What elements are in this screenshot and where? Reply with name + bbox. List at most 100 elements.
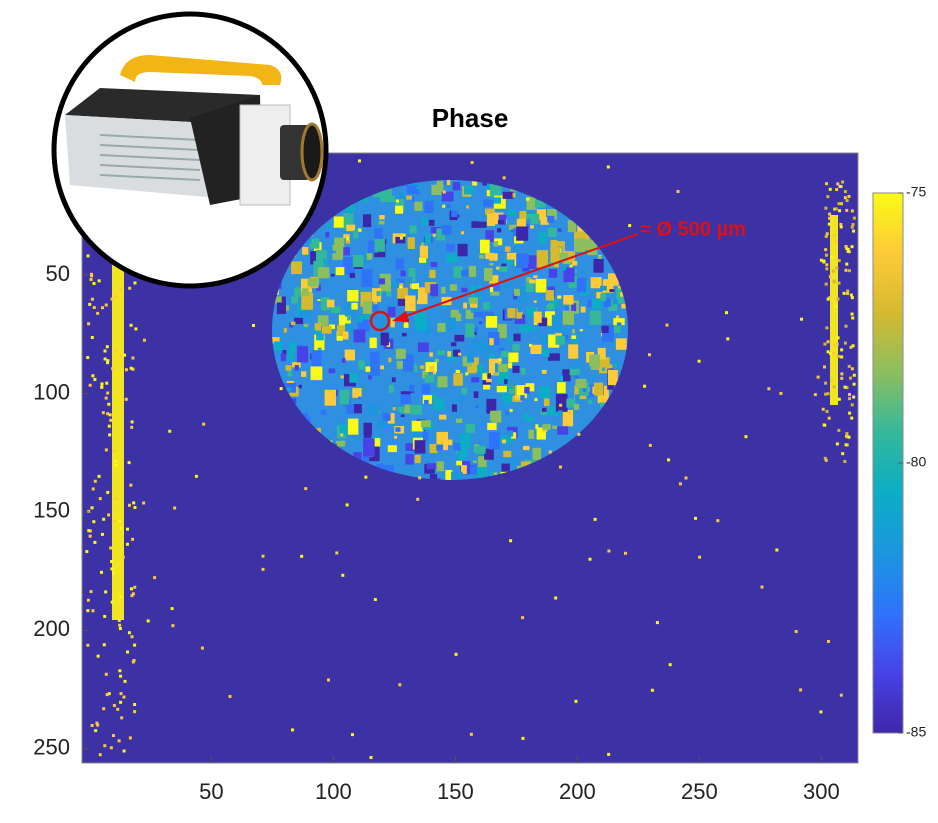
speckle — [846, 247, 850, 251]
speckle — [86, 356, 90, 360]
speckle — [516, 218, 526, 230]
speckle — [112, 449, 116, 453]
speckle — [565, 251, 576, 263]
speckle — [488, 358, 501, 376]
speckle — [483, 199, 494, 207]
speckle — [106, 359, 110, 363]
speckle — [287, 370, 292, 377]
speckle — [395, 427, 401, 432]
speckle — [496, 228, 502, 233]
speckle — [429, 269, 436, 279]
speckle — [345, 323, 354, 336]
speckle — [395, 348, 406, 359]
speckle — [845, 386, 849, 390]
speckle — [799, 688, 803, 692]
speckle — [588, 557, 592, 561]
speckle — [479, 239, 490, 254]
speckle — [88, 302, 92, 306]
speckle — [478, 321, 483, 325]
speckle — [377, 420, 385, 427]
speckle — [117, 739, 121, 743]
y-tick-label: 200 — [33, 616, 70, 641]
speckle — [325, 231, 330, 238]
speckle — [344, 349, 356, 361]
speckle — [101, 411, 105, 415]
speckle — [421, 217, 428, 226]
speckle — [395, 199, 399, 203]
speckle — [843, 341, 847, 345]
x-tick-label: 250 — [681, 779, 718, 804]
speckle — [455, 369, 461, 374]
speckle — [819, 258, 823, 262]
speckle — [519, 325, 531, 333]
speckle — [533, 275, 538, 279]
speckle — [528, 343, 532, 347]
speckle — [843, 385, 847, 389]
speckle — [110, 567, 114, 571]
speckle — [827, 222, 831, 226]
speckle — [107, 692, 111, 696]
speckle — [506, 252, 517, 260]
speckle — [489, 287, 494, 292]
speckle — [331, 250, 336, 254]
speckle — [130, 420, 134, 424]
speckle — [850, 312, 854, 316]
speckle — [325, 224, 330, 228]
speckle — [170, 607, 174, 611]
speckle — [559, 375, 564, 382]
arrow-head — [392, 311, 409, 322]
speckle — [471, 377, 480, 383]
speckle — [849, 293, 853, 297]
speckle — [372, 304, 379, 313]
speckle — [503, 258, 514, 266]
speckle — [395, 258, 405, 270]
speckle — [824, 282, 828, 286]
speckle — [335, 551, 339, 555]
speckle — [110, 297, 114, 301]
speckle — [819, 710, 823, 714]
speckle — [587, 239, 598, 256]
speckle — [299, 310, 308, 318]
speckle — [417, 342, 429, 353]
speckle — [327, 678, 331, 682]
speckle — [530, 273, 535, 278]
speckle — [538, 317, 548, 327]
speckle — [289, 323, 294, 328]
speckle — [379, 273, 391, 292]
speckle — [412, 428, 423, 441]
speckle — [275, 348, 284, 354]
speckle — [835, 188, 839, 192]
speckle — [374, 238, 385, 252]
speckle — [472, 180, 478, 186]
speckle — [316, 330, 324, 341]
speckle — [123, 679, 127, 683]
speckle — [414, 312, 427, 331]
speckle — [110, 600, 114, 604]
speckle — [405, 453, 414, 465]
speckle — [88, 529, 92, 533]
speckle — [846, 249, 850, 253]
speckle — [133, 506, 137, 510]
speckle — [474, 451, 479, 457]
speckle — [320, 297, 330, 311]
speckle — [103, 614, 107, 618]
speckle — [517, 306, 523, 313]
speckle — [346, 224, 356, 232]
speckle — [373, 438, 381, 447]
speckle — [422, 395, 432, 404]
speckle — [409, 404, 422, 415]
speckle — [574, 699, 578, 703]
speckle — [591, 298, 602, 309]
speckle — [103, 357, 107, 361]
speckle — [597, 347, 606, 360]
speckle — [668, 663, 672, 667]
speckle — [411, 277, 416, 282]
speckle — [109, 418, 113, 422]
speckle — [826, 195, 830, 199]
speckle — [123, 353, 127, 357]
speckle — [852, 373, 856, 377]
speckle — [302, 247, 309, 255]
speckle — [421, 384, 430, 394]
speckle — [125, 542, 129, 546]
speckle — [487, 422, 497, 431]
